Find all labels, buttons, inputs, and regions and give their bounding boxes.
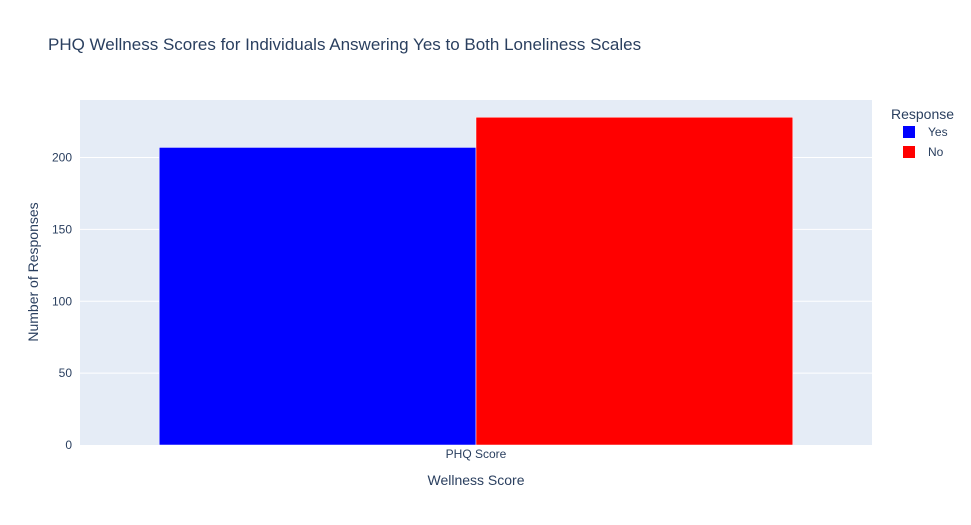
x-tick-label: PHQ Score	[446, 447, 507, 461]
y-tick-label: 50	[59, 366, 73, 380]
y-tick-label: 200	[52, 151, 72, 165]
bar-no	[475, 117, 794, 446]
legend-label: No	[928, 145, 944, 159]
chart-title: PHQ Wellness Scores for Individuals Answ…	[48, 35, 641, 54]
y-tick-label: 0	[65, 438, 72, 452]
y-axis-ticks: 0 50 100 150 200	[52, 151, 72, 453]
legend: Response Yes No	[891, 106, 954, 159]
y-tick-label: 150	[52, 222, 72, 236]
legend-item-yes[interactable]: Yes	[903, 125, 948, 139]
legend-swatch	[903, 126, 915, 138]
legend-items: Yes No	[903, 125, 948, 159]
legend-swatch	[903, 146, 915, 158]
x-axis-title: Wellness Score	[427, 472, 524, 488]
x-axis-ticks: PHQ Score	[446, 447, 507, 461]
legend-title: Response	[891, 106, 954, 122]
legend-item-no[interactable]: No	[903, 145, 944, 159]
bar-yes	[158, 147, 477, 446]
bars	[158, 117, 794, 446]
legend-label: Yes	[928, 125, 948, 139]
y-axis-title: Number of Responses	[25, 202, 41, 341]
y-tick-label: 100	[52, 294, 72, 308]
